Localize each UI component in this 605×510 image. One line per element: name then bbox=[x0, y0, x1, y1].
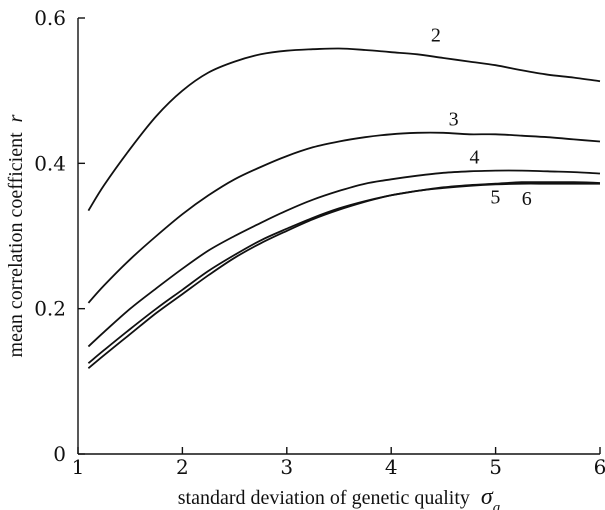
x-tick-label: 5 bbox=[489, 455, 502, 479]
x-tick-label: 3 bbox=[280, 455, 293, 479]
series-label-5: 5 bbox=[490, 186, 500, 208]
x-tick-label: 6 bbox=[594, 455, 605, 479]
y-tick-label: 0.2 bbox=[34, 297, 66, 321]
series-line-5 bbox=[88, 184, 600, 364]
y-axis-title: mean correlation coefficient r bbox=[5, 114, 27, 357]
ticks: 1 2 3 4 5 600.20.40.6 bbox=[34, 6, 605, 479]
series-label-4: 4 bbox=[470, 146, 480, 168]
y-tick-label: 0 bbox=[53, 442, 66, 466]
y-tick-label: 0.6 bbox=[34, 6, 66, 30]
series-line-3 bbox=[88, 133, 600, 303]
series-line-2 bbox=[88, 48, 600, 210]
x-tick-label: 1 bbox=[72, 455, 85, 479]
y-tick-label: 0.4 bbox=[34, 151, 66, 175]
x-tick-label: 2 bbox=[176, 455, 189, 479]
x-axis-title: standard deviation of genetic quality σa bbox=[178, 484, 500, 510]
series-label-6: 6 bbox=[522, 188, 532, 210]
series-label-2: 2 bbox=[431, 24, 441, 46]
series-label-3: 3 bbox=[449, 109, 459, 131]
series-line-6 bbox=[88, 182, 600, 368]
x-tick-label: 4 bbox=[385, 455, 398, 479]
